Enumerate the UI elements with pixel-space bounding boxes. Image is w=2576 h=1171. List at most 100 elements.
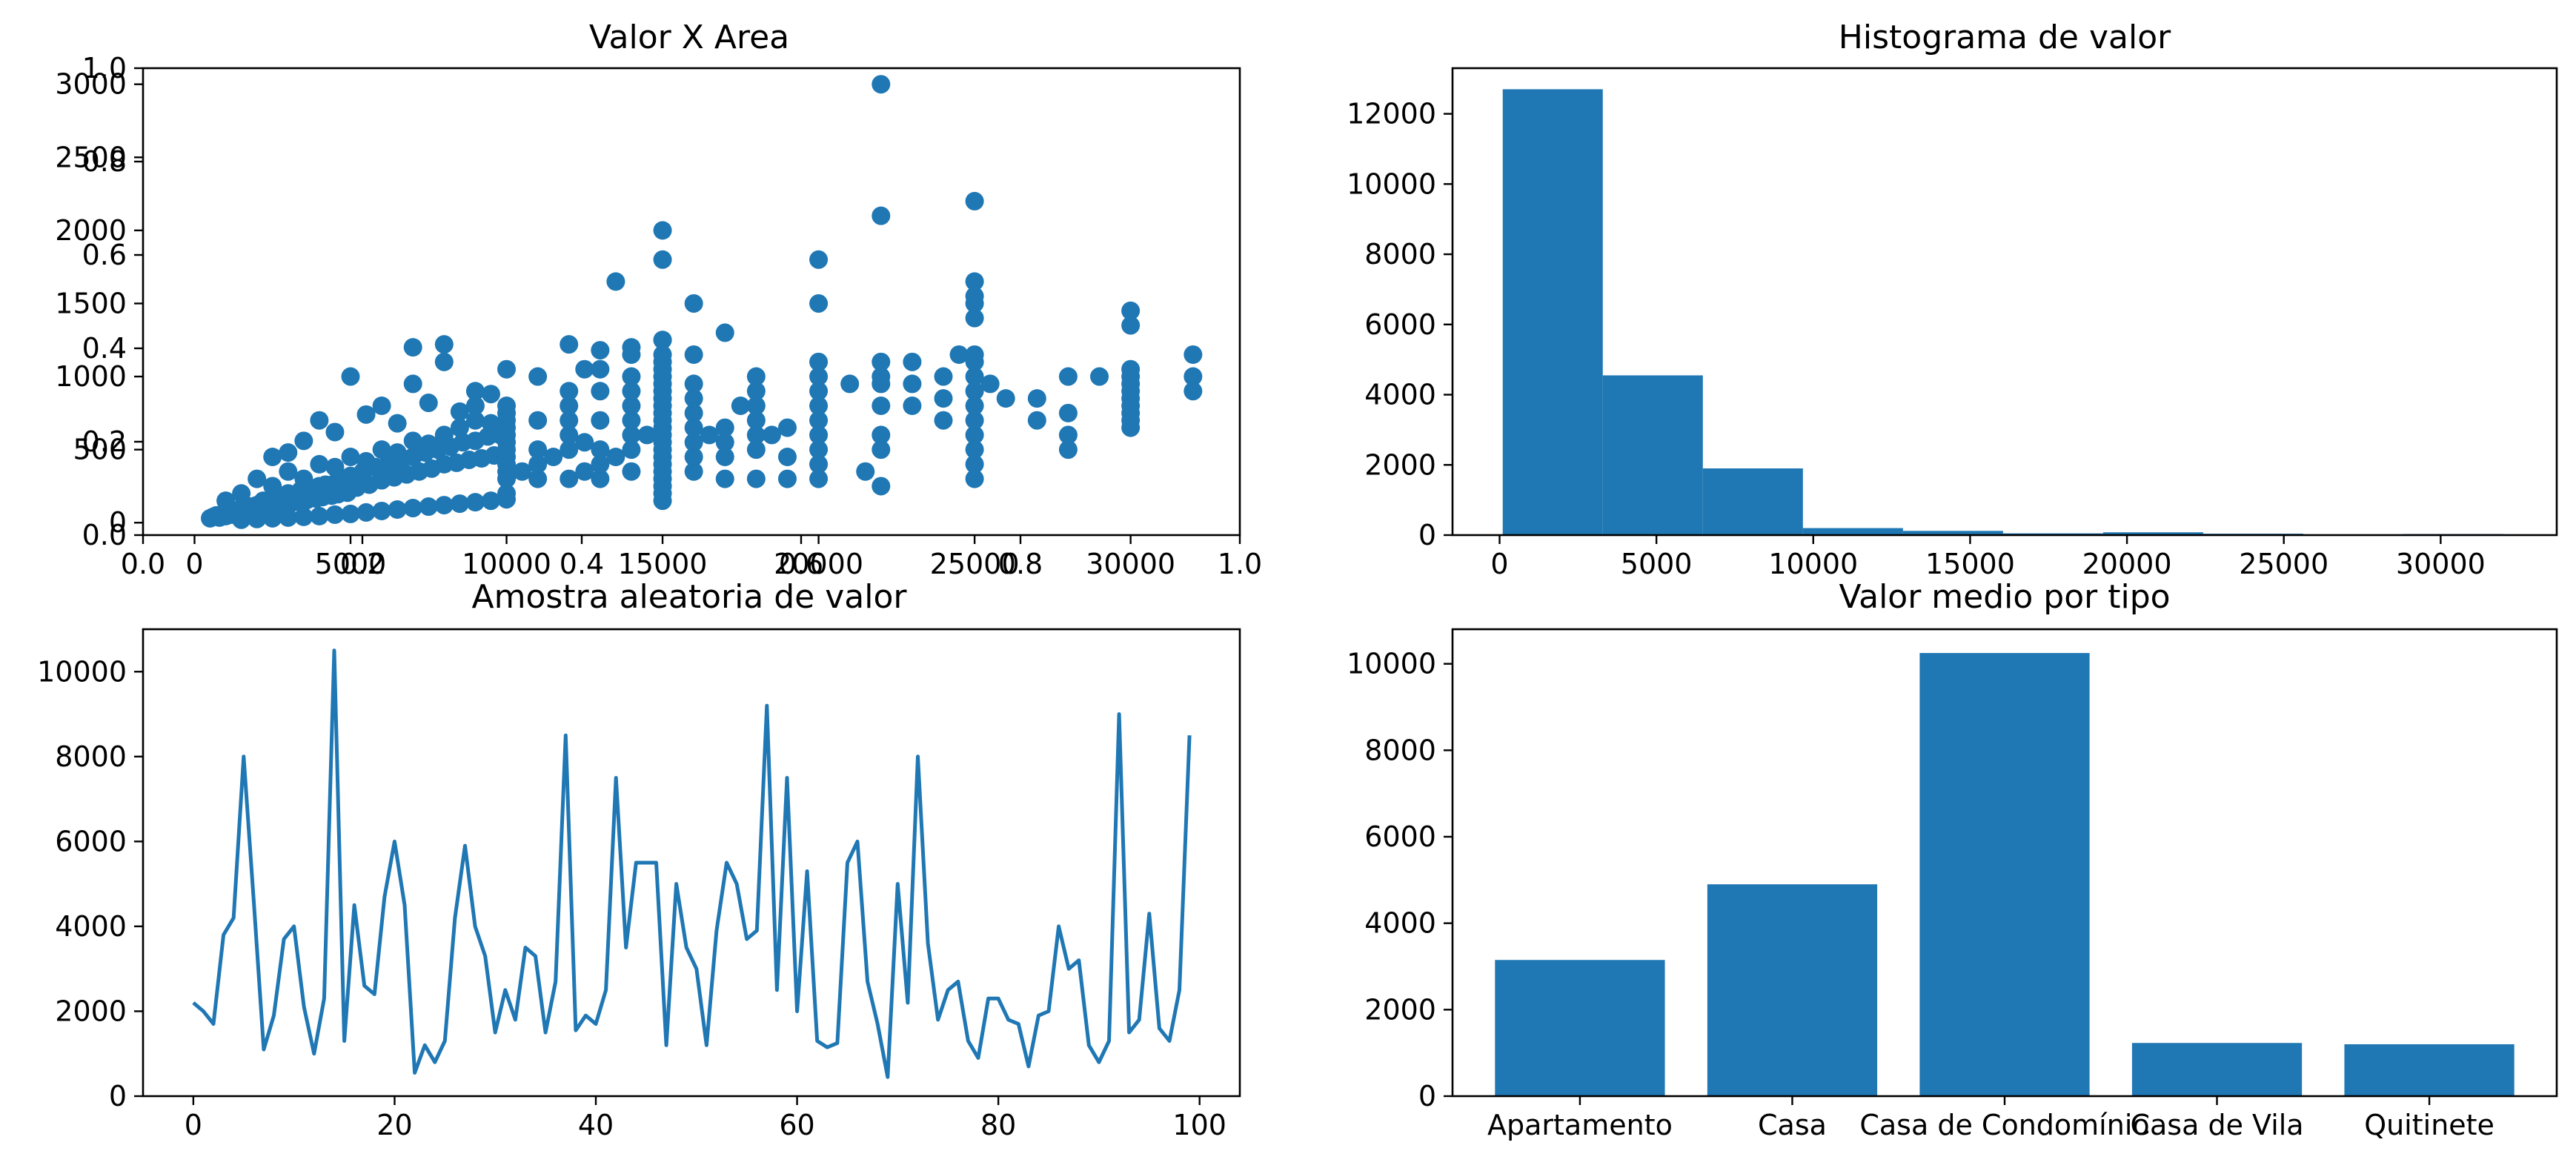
scatter-point bbox=[653, 250, 672, 269]
overlay-ytick-label: 0.4 bbox=[82, 332, 127, 365]
scatter-point bbox=[279, 462, 298, 481]
scatter-point bbox=[528, 411, 548, 430]
scatter-point bbox=[684, 448, 703, 467]
line-xtick-label: 80 bbox=[980, 1109, 1016, 1141]
scatter-point bbox=[310, 411, 329, 430]
scatter-point bbox=[434, 425, 454, 445]
scatter-point bbox=[762, 425, 781, 445]
scatter-point bbox=[965, 396, 984, 415]
scatter-point bbox=[809, 425, 829, 445]
scatter-point bbox=[591, 440, 610, 460]
scatter-point bbox=[1058, 425, 1078, 445]
histogram-bar bbox=[1802, 528, 1903, 535]
scatter-point bbox=[591, 454, 610, 474]
scatter-axes-frame bbox=[142, 67, 1241, 537]
overlay-ytick-label: 0.8 bbox=[82, 145, 127, 178]
scatter-point bbox=[965, 440, 984, 460]
scatter-point bbox=[403, 499, 422, 518]
scatter-point bbox=[622, 367, 641, 386]
scatter-point bbox=[809, 440, 829, 460]
scatter-point bbox=[372, 501, 391, 520]
line-ytick-label: 4000 bbox=[55, 910, 127, 943]
scatter-point bbox=[575, 462, 594, 481]
scatter-point bbox=[325, 505, 345, 524]
histogram-bar bbox=[1502, 89, 1603, 536]
scatter-point bbox=[294, 469, 313, 488]
scatter-point bbox=[746, 367, 766, 386]
scatter-point bbox=[465, 493, 485, 512]
histogram-ytick-label: 12000 bbox=[1347, 98, 1436, 130]
line-series bbox=[192, 648, 1192, 1079]
scatter-point bbox=[1090, 367, 1109, 386]
histogram-axes-frame bbox=[1451, 67, 2558, 537]
scatter-point bbox=[809, 367, 829, 386]
overlay-ytick-label: 1.0 bbox=[82, 52, 127, 84]
scatter-point bbox=[403, 374, 422, 394]
scatter-point bbox=[465, 396, 485, 415]
scatter-ytick-label: 2000 bbox=[55, 214, 127, 247]
scatter-point bbox=[419, 394, 438, 413]
scatter-point bbox=[684, 418, 703, 437]
scatter-point bbox=[653, 331, 672, 350]
overlay-xtick-label: 0.4 bbox=[560, 548, 604, 580]
scatter-point bbox=[248, 509, 267, 528]
histogram-ytick-label: 8000 bbox=[1364, 238, 1436, 271]
scatter-point bbox=[980, 374, 1000, 394]
scatter-point bbox=[497, 359, 517, 379]
histogram-bars bbox=[1502, 89, 2504, 536]
scatter-point bbox=[684, 374, 703, 394]
scatter-ticks: 0 5000 10000 15000 20000 25000 30000 0 500 1000 15… bbox=[55, 68, 1175, 580]
scatter-point bbox=[513, 462, 532, 481]
bar-ytick-label: 6000 bbox=[1364, 820, 1436, 853]
scatter-point bbox=[809, 396, 829, 415]
scatter-point bbox=[388, 500, 407, 519]
scatter-point bbox=[591, 382, 610, 401]
scatter-point bbox=[591, 341, 610, 360]
scatter-point bbox=[684, 462, 703, 481]
bar-ytick-label: 10000 bbox=[1347, 648, 1436, 680]
scatter-point bbox=[809, 411, 829, 430]
scatter-point bbox=[434, 352, 454, 371]
scatter-point bbox=[996, 389, 1015, 408]
scatter-point bbox=[715, 418, 734, 437]
scatter-point bbox=[965, 345, 984, 364]
bar-category-label: Casa de Vila bbox=[2130, 1109, 2303, 1141]
scatter-point bbox=[856, 462, 875, 481]
scatter-point bbox=[872, 440, 891, 460]
scatter-point bbox=[934, 367, 953, 386]
bar-bars bbox=[1495, 653, 2514, 1096]
scatter-point bbox=[872, 206, 891, 225]
histogram-bar bbox=[1902, 531, 2003, 535]
scatter-point bbox=[809, 454, 829, 474]
scatter-point bbox=[341, 448, 360, 467]
scatter-point bbox=[903, 396, 922, 415]
scatter-point bbox=[528, 440, 548, 460]
scatter-point bbox=[591, 469, 610, 488]
scatter-point bbox=[637, 425, 657, 445]
histogram-bar bbox=[2102, 532, 2203, 535]
scatter-point bbox=[560, 382, 579, 401]
scatter-point bbox=[465, 411, 485, 430]
overlay-xtick-label: 1.0 bbox=[1218, 548, 1262, 580]
scatter-point bbox=[840, 374, 860, 394]
scatter-point bbox=[560, 396, 579, 415]
scatter-point bbox=[591, 411, 610, 430]
overlay-ytick-label: 0.6 bbox=[82, 239, 127, 271]
histogram-xtick-label: 30000 bbox=[2396, 548, 2486, 580]
overlay-xtick-label: 0.0 bbox=[121, 548, 165, 580]
scatter-point bbox=[356, 451, 376, 471]
scatter-xtick-label: 20000 bbox=[774, 548, 863, 580]
scatter-point bbox=[481, 491, 500, 511]
scatter-point bbox=[310, 454, 329, 474]
scatter-point bbox=[715, 469, 734, 488]
scatter-point bbox=[263, 508, 282, 528]
scatter-point bbox=[903, 374, 922, 394]
scatter-point bbox=[777, 469, 797, 488]
scatter-point bbox=[294, 507, 313, 526]
scatter-point bbox=[746, 469, 766, 488]
scatter-point bbox=[965, 469, 984, 488]
scatter-point bbox=[560, 440, 579, 460]
overlay-xtick-label: 0.2 bbox=[340, 548, 385, 580]
bar-ytick-label: 8000 bbox=[1364, 734, 1436, 766]
scatter-point bbox=[341, 367, 360, 386]
